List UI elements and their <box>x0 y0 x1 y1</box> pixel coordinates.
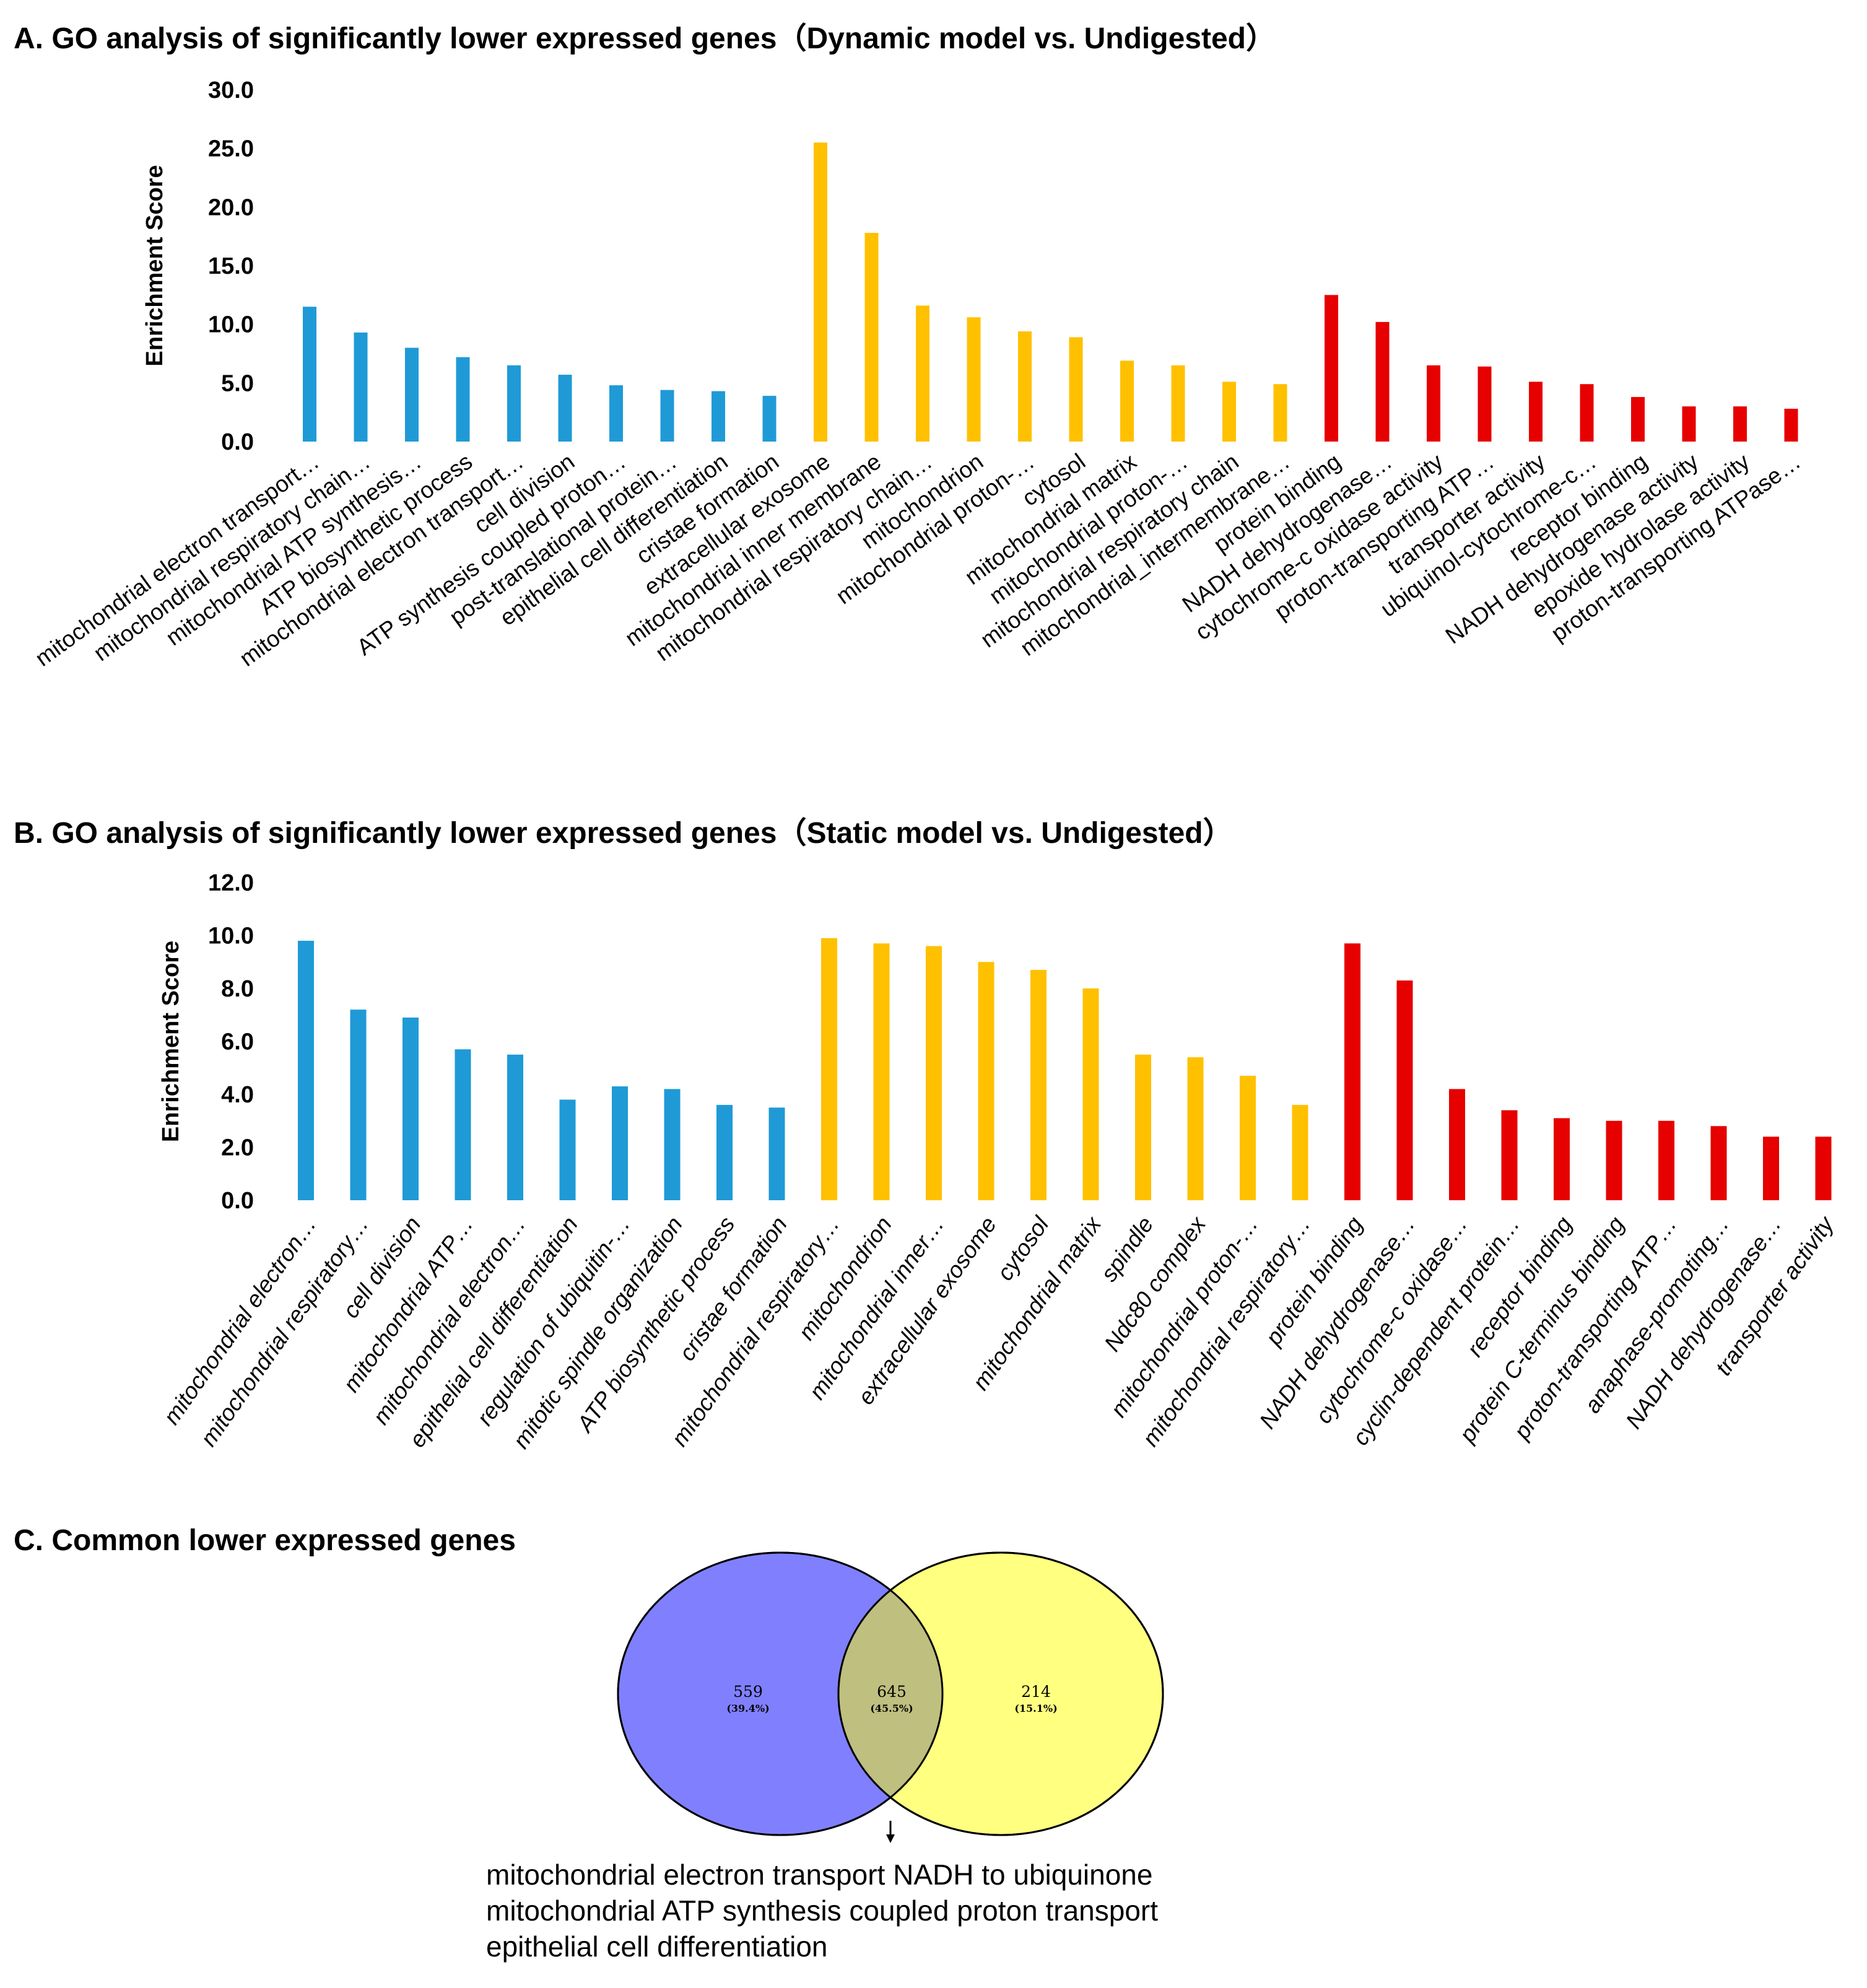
bar-18 <box>1171 365 1185 442</box>
chart-a: Enrichment Score 0.0 5.0 10.0 15.0 20.0 25.0 30… <box>30 77 1805 671</box>
bar-26 <box>1606 1120 1622 1200</box>
common-term: epithelial cell differentiation <box>486 1930 828 1963</box>
venn-left-pct: (39.4%) <box>726 1702 769 1714</box>
bar-25 <box>1554 1118 1570 1200</box>
y-tick-label: 15.0 <box>208 253 254 279</box>
bar-27 <box>1631 397 1645 442</box>
bar-13 <box>926 946 942 1200</box>
bar-23 <box>1449 1089 1465 1200</box>
bar-22 <box>1375 321 1390 442</box>
bar-5 <box>507 1054 523 1200</box>
y-tick-label: 6.0 <box>221 1029 254 1055</box>
bar-28 <box>1710 1126 1727 1200</box>
bar-7 <box>612 1086 628 1200</box>
bar-20 <box>1292 1105 1308 1200</box>
bar-5 <box>507 365 521 442</box>
common-term: mitochondrial ATP synthesis coupled prot… <box>486 1894 1158 1927</box>
y-tick-label: 8.0 <box>221 976 254 1002</box>
bar-8 <box>660 390 674 442</box>
y-tick-label: 30.0 <box>208 77 254 103</box>
venn-overlap <box>838 1553 942 1835</box>
bar-24 <box>1477 366 1492 442</box>
venn-left-count: 559 <box>733 1683 763 1701</box>
bar-16 <box>1069 337 1083 442</box>
bar-1 <box>303 307 316 442</box>
bar-4 <box>455 1049 471 1200</box>
bar-13 <box>916 305 929 442</box>
bar-29 <box>1733 406 1747 442</box>
y-axis-label: Enrichment Score <box>158 941 184 1142</box>
bar-14 <box>967 317 981 442</box>
bar-8 <box>664 1089 681 1200</box>
y-tick-label: 0.0 <box>221 429 254 455</box>
bar-2 <box>350 1009 367 1200</box>
bar-14 <box>978 962 994 1200</box>
bar-15 <box>1018 331 1032 442</box>
bar-1 <box>298 941 314 1200</box>
bar-7 <box>609 385 623 442</box>
y-tick-label: 12.0 <box>208 870 254 896</box>
y-tick-label: 5.0 <box>221 370 254 396</box>
bar-16 <box>1082 988 1099 1200</box>
bar-23 <box>1427 365 1440 442</box>
bar-2 <box>354 332 368 442</box>
bar-9 <box>716 1105 733 1200</box>
bar-20 <box>1273 384 1287 442</box>
bar-27 <box>1658 1120 1674 1200</box>
bar-6 <box>558 375 572 442</box>
bar-4 <box>456 357 470 442</box>
common-terms-list: mitochondrial electron transport NADH to… <box>486 1857 1158 1964</box>
bar-26 <box>1580 384 1594 442</box>
bar-30 <box>1784 408 1798 442</box>
venn-arrow-head <box>886 1834 895 1843</box>
bar-21 <box>1325 295 1338 442</box>
panel-a-title: A. GO analysis of significantly lower ex… <box>14 22 1276 55</box>
bar-25 <box>1529 381 1543 442</box>
bar-12 <box>864 232 879 442</box>
bar-3 <box>403 1018 419 1200</box>
bar-15 <box>1030 970 1047 1200</box>
common-term: mitochondrial electron transport NADH to… <box>486 1859 1153 1891</box>
venn-right-pct: (15.1%) <box>1014 1702 1057 1714</box>
bar-28 <box>1682 406 1696 442</box>
bar-17 <box>1135 1054 1151 1200</box>
y-tick-label: 10.0 <box>208 923 254 949</box>
bar-22 <box>1396 980 1413 1200</box>
bar-6 <box>559 1099 576 1200</box>
bar-19 <box>1240 1076 1256 1200</box>
y-tick-label: 2.0 <box>221 1135 254 1161</box>
y-axis-label: Enrichment Score <box>142 165 168 366</box>
bar-24 <box>1501 1110 1518 1200</box>
y-tick-label: 10.0 <box>208 312 254 338</box>
bar-19 <box>1222 381 1236 442</box>
bar-9 <box>712 391 725 442</box>
bar-30 <box>1815 1136 1832 1200</box>
bar-3 <box>405 347 419 442</box>
bar-11 <box>821 938 837 1200</box>
bar-12 <box>873 943 890 1200</box>
y-tick-label: 25.0 <box>208 136 254 162</box>
bar-29 <box>1763 1136 1779 1200</box>
bar-18 <box>1187 1057 1204 1200</box>
venn-overlap-pct: (45.5%) <box>870 1702 913 1714</box>
venn-overlap-count: 645 <box>877 1683 907 1701</box>
bar-17 <box>1120 360 1134 442</box>
y-tick-label: 20.0 <box>208 194 254 220</box>
y-tick-label: 4.0 <box>221 1082 254 1108</box>
bar-10 <box>762 396 777 442</box>
panel-c-title: C. Common lower expressed genes <box>14 1524 516 1557</box>
chart-b: Enrichment Score0.02.04.06.08.010.012.0m… <box>158 870 1839 1453</box>
bar-11 <box>814 142 827 442</box>
bar-10 <box>768 1107 785 1200</box>
bar-21 <box>1344 943 1360 1200</box>
y-tick-label: 0.0 <box>221 1188 254 1214</box>
venn-diagram: 559 (39.4%) 645 (45.5%) 214 (15.1%) <box>617 1551 1164 1843</box>
venn-right-count: 214 <box>1021 1683 1051 1701</box>
panel-b-title: B. GO analysis of significantly lower ex… <box>14 817 1233 850</box>
